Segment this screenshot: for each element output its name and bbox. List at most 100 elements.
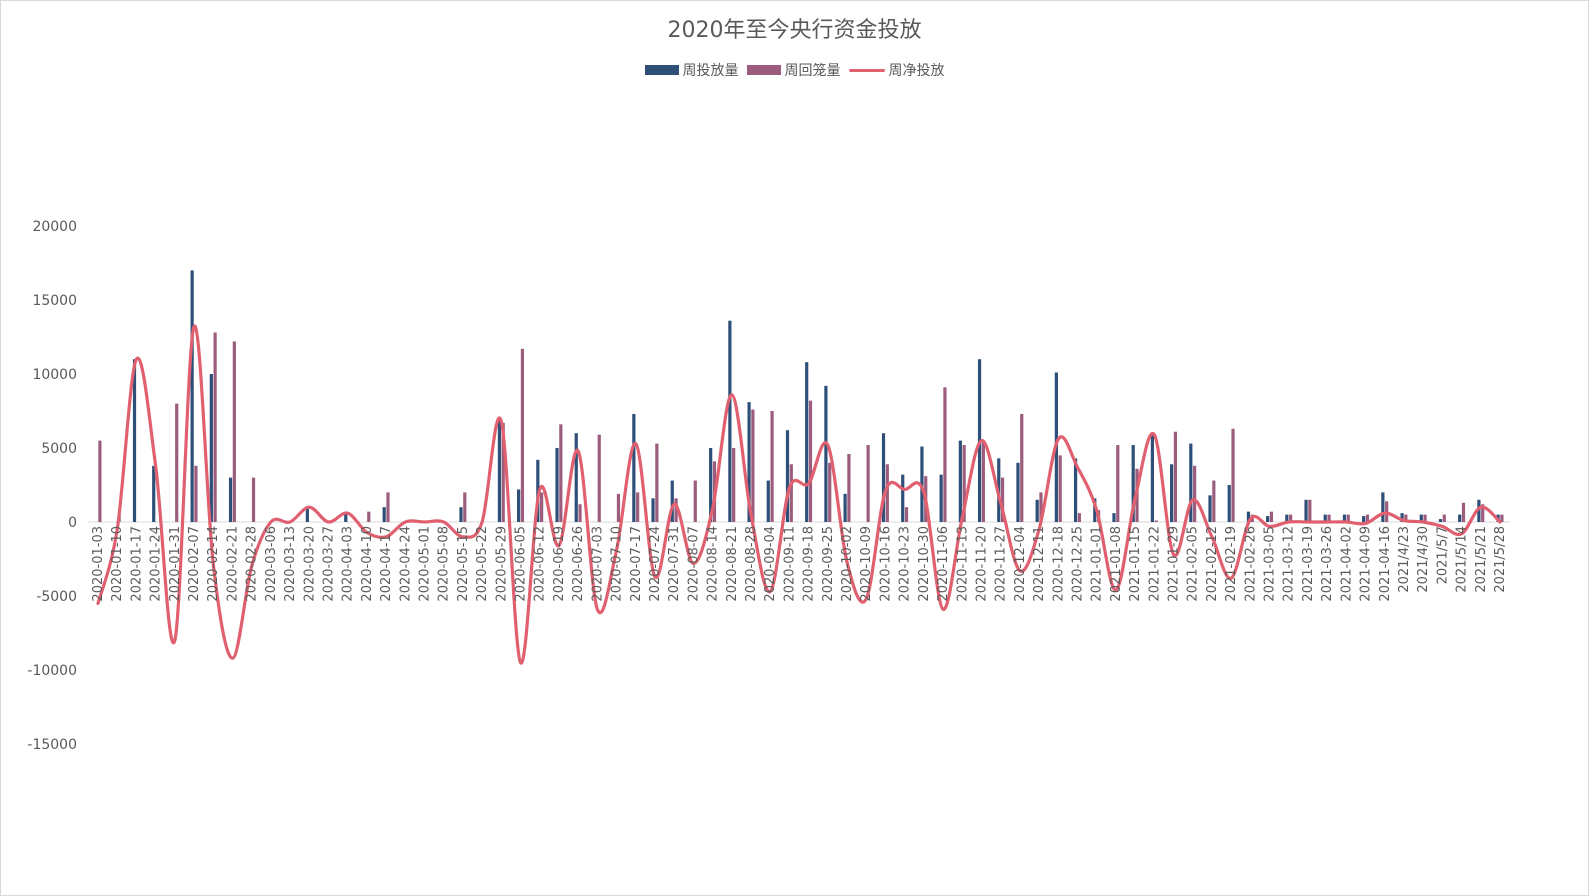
bar-weekly-injection[interactable] xyxy=(305,507,309,522)
bar-weekly-injection[interactable] xyxy=(344,513,348,522)
bar-weekly-injection[interactable] xyxy=(1458,514,1462,522)
bar-weekly-injection[interactable] xyxy=(709,448,713,522)
bar-weekly-injection[interactable] xyxy=(1208,495,1212,522)
bar-weekly-injection[interactable] xyxy=(1304,499,1308,522)
bar-weekly-withdrawal[interactable] xyxy=(1423,514,1427,522)
bar-weekly-withdrawal[interactable] xyxy=(847,453,851,522)
bar-weekly-injection[interactable] xyxy=(382,507,386,522)
bar-weekly-injection[interactable] xyxy=(1112,513,1116,522)
bar-weekly-withdrawal[interactable] xyxy=(1461,502,1466,522)
bar-weekly-withdrawal[interactable] xyxy=(194,465,198,522)
bar-weekly-withdrawal[interactable] xyxy=(828,462,832,522)
bar-weekly-injection[interactable] xyxy=(1419,514,1423,522)
bar-weekly-withdrawal[interactable] xyxy=(1058,455,1062,522)
bar-weekly-injection[interactable] xyxy=(209,374,213,522)
bar-weekly-injection[interactable] xyxy=(228,477,233,522)
bar-weekly-injection[interactable] xyxy=(958,440,962,522)
bar-weekly-injection[interactable] xyxy=(1323,514,1327,522)
bar-weekly-injection[interactable] xyxy=(785,430,790,522)
bar-weekly-withdrawal[interactable] xyxy=(386,492,390,522)
bar-weekly-withdrawal[interactable] xyxy=(597,434,601,522)
bar-weekly-withdrawal[interactable] xyxy=(1289,514,1293,522)
bar-weekly-injection[interactable] xyxy=(517,489,521,522)
bar-weekly-withdrawal[interactable] xyxy=(1116,445,1120,522)
bar-weekly-withdrawal[interactable] xyxy=(1212,480,1216,522)
bar-weekly-withdrawal[interactable] xyxy=(578,504,582,522)
bar-weekly-injection[interactable] xyxy=(190,270,194,522)
bar-weekly-withdrawal[interactable] xyxy=(559,424,563,522)
bar-weekly-withdrawal[interactable] xyxy=(232,341,236,522)
bar-weekly-injection[interactable] xyxy=(1266,516,1270,522)
bar-weekly-withdrawal[interactable] xyxy=(962,445,966,522)
bar-weekly-injection[interactable] xyxy=(1362,516,1366,522)
bar-weekly-injection[interactable] xyxy=(574,433,578,522)
bar-weekly-withdrawal[interactable] xyxy=(770,411,774,522)
bar-weekly-withdrawal[interactable] xyxy=(981,440,985,522)
bar-weekly-withdrawal[interactable] xyxy=(1193,465,1197,522)
bar-weekly-withdrawal[interactable] xyxy=(808,400,813,522)
bar-weekly-withdrawal[interactable] xyxy=(1327,514,1331,522)
bar-weekly-withdrawal[interactable] xyxy=(1269,511,1274,522)
bar-weekly-withdrawal[interactable] xyxy=(885,464,889,522)
bar-weekly-withdrawal[interactable] xyxy=(213,332,217,522)
bar-weekly-withdrawal[interactable] xyxy=(520,348,525,522)
bar-weekly-withdrawal[interactable] xyxy=(674,498,678,522)
bar-weekly-injection[interactable] xyxy=(1381,492,1385,522)
bar-weekly-injection[interactable] xyxy=(1035,499,1039,522)
bar-weekly-injection[interactable] xyxy=(1477,499,1481,522)
bar-weekly-withdrawal[interactable] xyxy=(1481,504,1485,522)
bar-weekly-withdrawal[interactable] xyxy=(1308,499,1312,522)
bar-weekly-injection[interactable] xyxy=(651,498,655,522)
legend-item-weekly-injection[interactable]: 周投放量 xyxy=(644,60,739,80)
legend-item-weekly-withdrawal[interactable]: 周回笼量 xyxy=(746,60,841,80)
bar-weekly-injection[interactable] xyxy=(497,418,502,522)
bar-weekly-injection[interactable] xyxy=(1150,433,1154,522)
legend-item-weekly-net[interactable]: 周净投放 xyxy=(848,60,945,80)
bar-weekly-withdrawal[interactable] xyxy=(866,445,870,522)
bar-weekly-withdrawal[interactable] xyxy=(251,477,256,522)
bar-weekly-injection[interactable] xyxy=(670,480,674,522)
bar-weekly-withdrawal[interactable] xyxy=(1365,514,1370,522)
bar-weekly-injection[interactable] xyxy=(747,402,751,522)
bar-weekly-injection[interactable] xyxy=(1073,458,1078,522)
bar-weekly-withdrawal[interactable] xyxy=(732,448,736,522)
bar-weekly-injection[interactable] xyxy=(939,474,943,522)
bar-weekly-injection[interactable] xyxy=(632,413,636,522)
bar-weekly-injection[interactable] xyxy=(1246,511,1251,522)
bar-weekly-injection[interactable] xyxy=(728,320,732,522)
bar-weekly-injection[interactable] xyxy=(1438,519,1443,522)
bar-weekly-injection[interactable] xyxy=(1285,514,1289,522)
bar-weekly-withdrawal[interactable] xyxy=(1077,513,1081,522)
bar-weekly-withdrawal[interactable] xyxy=(1020,413,1024,522)
bar-weekly-withdrawal[interactable] xyxy=(1346,514,1350,522)
bar-weekly-withdrawal[interactable] xyxy=(501,422,505,522)
bar-weekly-injection[interactable] xyxy=(1170,464,1174,522)
bar-weekly-injection[interactable] xyxy=(920,446,924,522)
bar-weekly-withdrawal[interactable] xyxy=(1173,431,1178,522)
bar-weekly-injection[interactable] xyxy=(1093,498,1097,522)
bar-weekly-injection[interactable] xyxy=(766,480,770,522)
bar-weekly-withdrawal[interactable] xyxy=(636,492,640,522)
bar-weekly-withdrawal[interactable] xyxy=(904,507,909,522)
bar-weekly-injection[interactable] xyxy=(1227,485,1231,522)
bar-weekly-withdrawal[interactable] xyxy=(1500,514,1504,522)
bar-weekly-withdrawal[interactable] xyxy=(1231,428,1235,522)
bar-weekly-withdrawal[interactable] xyxy=(540,492,544,522)
bar-weekly-injection[interactable] xyxy=(881,433,886,522)
bar-weekly-withdrawal[interactable] xyxy=(789,464,793,522)
bar-weekly-withdrawal[interactable] xyxy=(616,493,621,522)
bar-weekly-injection[interactable] xyxy=(132,359,137,522)
bar-weekly-withdrawal[interactable] xyxy=(1154,520,1158,522)
bar-weekly-withdrawal[interactable] xyxy=(751,409,755,522)
bar-weekly-withdrawal[interactable] xyxy=(1404,514,1408,522)
bar-weekly-injection[interactable] xyxy=(459,507,463,522)
bar-weekly-withdrawal[interactable] xyxy=(943,387,947,522)
line-weekly-net[interactable] xyxy=(96,324,1502,665)
bar-weekly-withdrawal[interactable] xyxy=(98,440,102,522)
bar-weekly-injection[interactable] xyxy=(1016,462,1020,522)
bar-weekly-injection[interactable] xyxy=(843,493,847,522)
bar-weekly-injection[interactable] xyxy=(1189,443,1193,522)
bar-weekly-withdrawal[interactable] xyxy=(1000,477,1005,522)
bar-weekly-withdrawal[interactable] xyxy=(175,403,179,522)
bar-weekly-injection[interactable] xyxy=(1131,445,1135,522)
